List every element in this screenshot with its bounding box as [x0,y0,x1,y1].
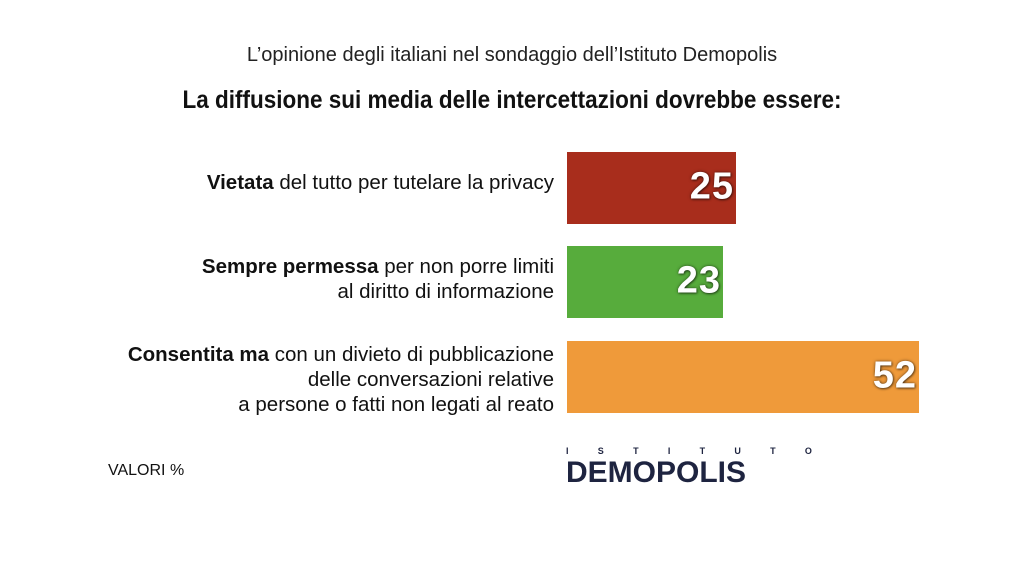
logo-letter: I [566,446,569,456]
category-label-bold: Vietata [206,171,274,194]
chart-title: La diffusione sui media delle intercetta… [182,86,842,114]
category-label-bold: Sempre permessa [201,255,379,278]
logo-main-text: DEMOPOLIS [566,456,746,490]
logo-letter: I [667,446,671,456]
category-label-line: Vietata del tutto per tutelare la privac… [207,172,554,194]
category-label-text: al diritto di informazione [337,280,555,303]
category-label-text: del tutto per tutelare la privacy [279,171,554,194]
category-label-line: al diritto di informazione [338,281,555,303]
bar-value-label: 52 [872,354,917,397]
bar-value-label: 23 [676,259,721,302]
subtitle: L’opinione degli italiani nel sondaggio … [246,44,778,66]
category-label-text: delle conversazioni relative [307,368,554,391]
bar: 23 [567,246,723,318]
units-label: VALORI % [108,462,185,479]
bar-value-label: 25 [689,165,734,208]
category-label-bold: Consentita ma [127,343,270,366]
category-label-line: a persone o fatti non legati al reato [238,394,554,416]
category-label-text: con un divieto di pubblicazione [274,343,554,366]
logo-letter: S [597,446,604,456]
logo-main-prefix: DEM [566,456,633,489]
bar: 52 [567,341,919,413]
logo-letter: T [699,446,706,456]
category-label-line: Consentita ma con un divieto di pubblica… [128,344,554,366]
logo-letter: T [770,446,776,456]
bar: 25 [567,152,736,224]
logo-letter: U [734,446,741,456]
logo-main-suffix: POLIS [656,456,747,489]
category-label-line: delle conversazioni relative [308,369,554,391]
category-label-text: per non porre limiti [384,255,554,278]
logo-o-glow: O [632,456,657,489]
category-label-line: Sempre permessa per non porre limiti [202,256,554,278]
logo-letter: T [633,446,639,456]
logo-letter: O [804,446,812,456]
category-label-text: a persone o fatti non legati al reato [238,393,554,416]
